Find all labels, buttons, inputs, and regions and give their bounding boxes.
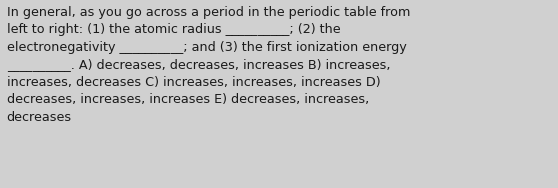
Text: In general, as you go across a period in the periodic table from
left to right: : In general, as you go across a period in…	[7, 6, 410, 124]
